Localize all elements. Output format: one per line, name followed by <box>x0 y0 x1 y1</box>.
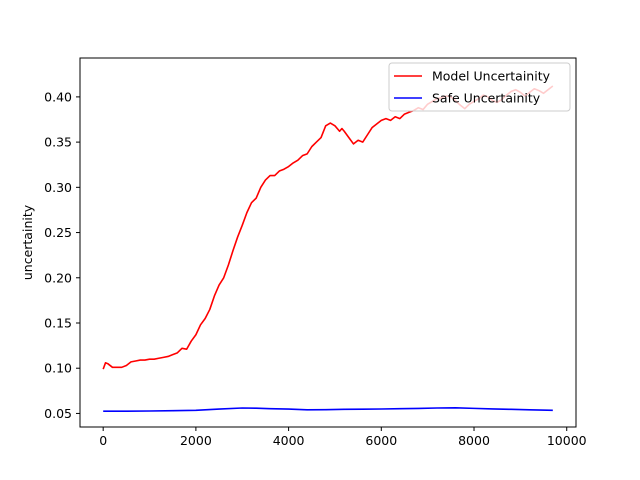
y-tick-label: 0.40 <box>44 89 72 104</box>
legend-label-0: Model Uncertainity <box>432 69 551 84</box>
x-tick-label: 0 <box>99 433 107 448</box>
plot-lines <box>102 85 554 412</box>
x-tick-label: 10000 <box>547 433 587 448</box>
x-axis-ticks: 0 2000 4000 6000 8000 10000 <box>99 427 587 448</box>
series-line-0 <box>102 85 554 370</box>
legend-label-1: Safe Uncertainity <box>432 91 541 106</box>
y-tick-label: 0.05 <box>44 406 72 421</box>
y-axis-label: uncertainity <box>20 204 35 280</box>
y-axis-ticks: 0.05 0.10 0.15 0.20 0.25 0.30 0.35 0.40 <box>44 89 80 421</box>
y-tick-label: 0.35 <box>44 135 72 150</box>
x-tick-label: 8000 <box>458 433 490 448</box>
x-tick-label: 6000 <box>365 433 397 448</box>
x-tick-label: 2000 <box>180 433 212 448</box>
y-tick-label: 0.15 <box>44 315 72 330</box>
y-tick-label: 0.20 <box>44 270 72 285</box>
legend: Model Uncertainity Safe Uncertainity <box>388 62 571 112</box>
y-tick-label: 0.25 <box>44 225 72 240</box>
x-tick-label: 4000 <box>273 433 305 448</box>
plot-frame <box>79 57 577 428</box>
y-tick-label: 0.10 <box>44 361 72 376</box>
y-tick-label: 0.30 <box>44 180 72 195</box>
series-line-1 <box>103 407 553 412</box>
legend-box <box>388 62 571 112</box>
